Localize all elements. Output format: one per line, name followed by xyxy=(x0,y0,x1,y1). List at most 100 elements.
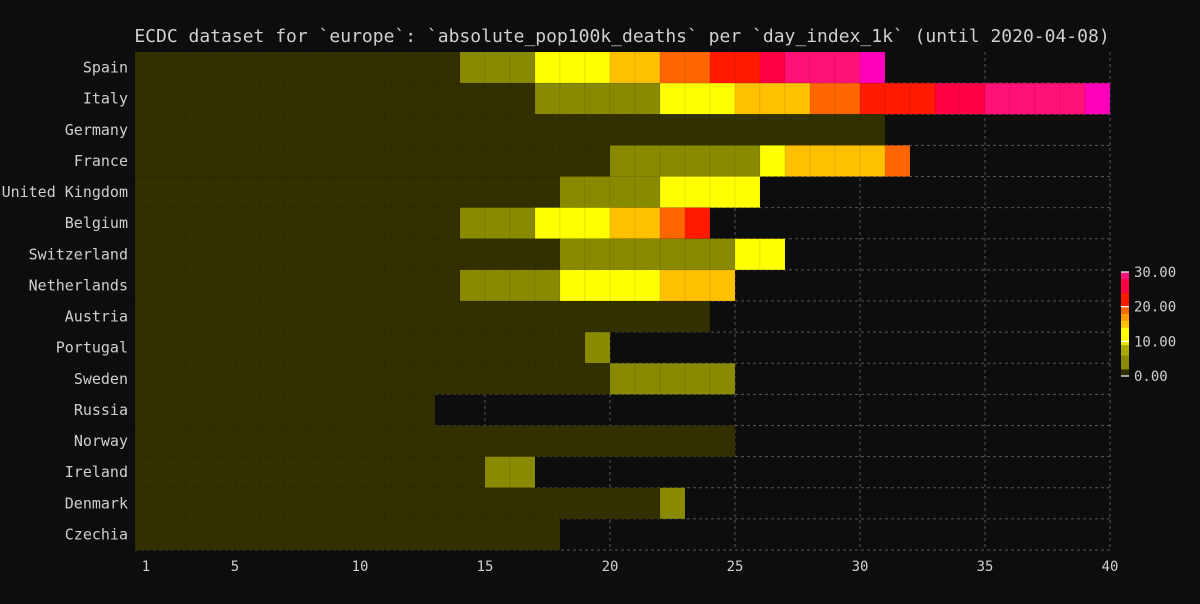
heatmap-cell xyxy=(134,331,161,364)
heatmap-cell xyxy=(684,176,711,208)
heatmap-cell xyxy=(459,145,486,177)
heatmap-cell xyxy=(409,51,436,84)
heatmap-cell xyxy=(384,113,411,146)
heatmap-cell xyxy=(409,176,436,208)
x-tick-label: 25 xyxy=(727,559,744,575)
heatmap-cell xyxy=(334,331,361,364)
colorbar-step xyxy=(1121,292,1129,297)
colorbar-step xyxy=(1121,337,1129,342)
heatmap-cell xyxy=(159,300,186,333)
heatmap-cell xyxy=(159,269,186,302)
heatmap-cell xyxy=(359,487,386,520)
heatmap-cell xyxy=(459,487,486,520)
heatmap-cell xyxy=(159,113,186,146)
heatmap-cell xyxy=(509,207,536,240)
colorbar-step xyxy=(1121,320,1129,325)
row-label: Switzerland xyxy=(29,245,128,263)
heatmap-cell xyxy=(309,331,336,364)
heatmap-cell xyxy=(384,51,411,84)
row-label: Sweden xyxy=(74,370,128,388)
heatmap-cell xyxy=(259,113,286,146)
heatmap-cell xyxy=(834,82,861,115)
heatmap-cell xyxy=(409,456,436,489)
heatmap-cell xyxy=(259,487,286,520)
heatmap-cell xyxy=(434,51,461,84)
heatmap-cell xyxy=(559,145,586,177)
heatmap-cell xyxy=(409,113,436,146)
heatmap-cell xyxy=(284,51,311,84)
heatmap-cell xyxy=(359,145,386,177)
x-tick-label: 40 xyxy=(1102,559,1119,575)
heatmap-cell xyxy=(209,518,236,551)
heatmap-cell xyxy=(184,176,211,208)
colorbar-step xyxy=(1121,355,1129,359)
heatmap-cell xyxy=(734,82,761,115)
heatmap-cell xyxy=(509,300,536,333)
heatmap-cell xyxy=(634,113,661,146)
heatmap-cell xyxy=(234,487,261,520)
heatmap-cell xyxy=(159,207,186,240)
heatmap-cell xyxy=(334,176,361,208)
heatmap-cell xyxy=(284,518,311,551)
x-tick-label: 10 xyxy=(352,559,369,575)
heatmap-cell xyxy=(259,269,286,302)
heatmap-cell xyxy=(309,176,336,208)
heatmap-cell xyxy=(334,300,361,333)
heatmap-cell xyxy=(309,82,336,115)
colorbar-step xyxy=(1121,306,1129,311)
heatmap-cell xyxy=(559,238,586,271)
heatmap-cell xyxy=(634,51,661,84)
heatmap-cell xyxy=(484,238,511,271)
heatmap-cell xyxy=(659,487,686,520)
heatmap-cell xyxy=(634,176,661,208)
row-label: Norway xyxy=(74,432,128,450)
heatmap-cell xyxy=(234,425,261,457)
colorbar-step xyxy=(1121,285,1129,290)
heatmap-cell xyxy=(184,456,211,489)
heatmap-cell xyxy=(484,362,511,395)
heatmap-cell xyxy=(234,82,261,115)
heatmap-cell xyxy=(184,487,211,520)
heatmap-cell xyxy=(284,300,311,333)
heatmap-cell xyxy=(359,269,386,302)
heatmap-cell xyxy=(259,331,286,364)
heatmap-cell xyxy=(834,145,861,177)
heatmap-cell xyxy=(309,362,336,395)
heatmap-cell xyxy=(334,51,361,84)
heatmap-cell xyxy=(509,487,536,520)
heatmap-cell xyxy=(709,176,736,208)
x-tick-label: 1 xyxy=(142,559,150,575)
heatmap-cell xyxy=(259,425,286,457)
heatmap-cell xyxy=(359,331,386,364)
row-label: Netherlands xyxy=(29,276,128,294)
heatmap-cell xyxy=(534,238,561,271)
heatmap-cell xyxy=(384,456,411,489)
heatmap-cell xyxy=(459,362,486,395)
heatmap-cell xyxy=(309,207,336,240)
heatmap-cell xyxy=(184,269,211,302)
heatmap-cell xyxy=(784,145,811,177)
heatmap-cell xyxy=(434,176,461,208)
heatmap-cell xyxy=(384,145,411,177)
heatmap-cell xyxy=(759,82,786,115)
heatmap-cell xyxy=(284,207,311,240)
row-label: Austria xyxy=(65,308,128,326)
heatmap-cell xyxy=(534,425,561,457)
heatmap-cell xyxy=(434,362,461,395)
heatmap-cell xyxy=(734,51,761,84)
heatmap-cell xyxy=(609,145,636,177)
heatmap-cell xyxy=(709,113,736,146)
heatmap-cell xyxy=(734,145,761,177)
heatmap-cell xyxy=(484,82,511,115)
heatmap-cell xyxy=(209,331,236,364)
heatmap-cell xyxy=(209,487,236,520)
heatmap-cell xyxy=(384,362,411,395)
heatmap-cell xyxy=(534,487,561,520)
heatmap-cell xyxy=(359,300,386,333)
heatmap-cell xyxy=(609,113,636,146)
heatmap-cell xyxy=(909,82,936,115)
colorbar-step xyxy=(1121,341,1129,346)
heatmap-cell xyxy=(284,238,311,271)
heatmap-cell xyxy=(484,51,511,84)
